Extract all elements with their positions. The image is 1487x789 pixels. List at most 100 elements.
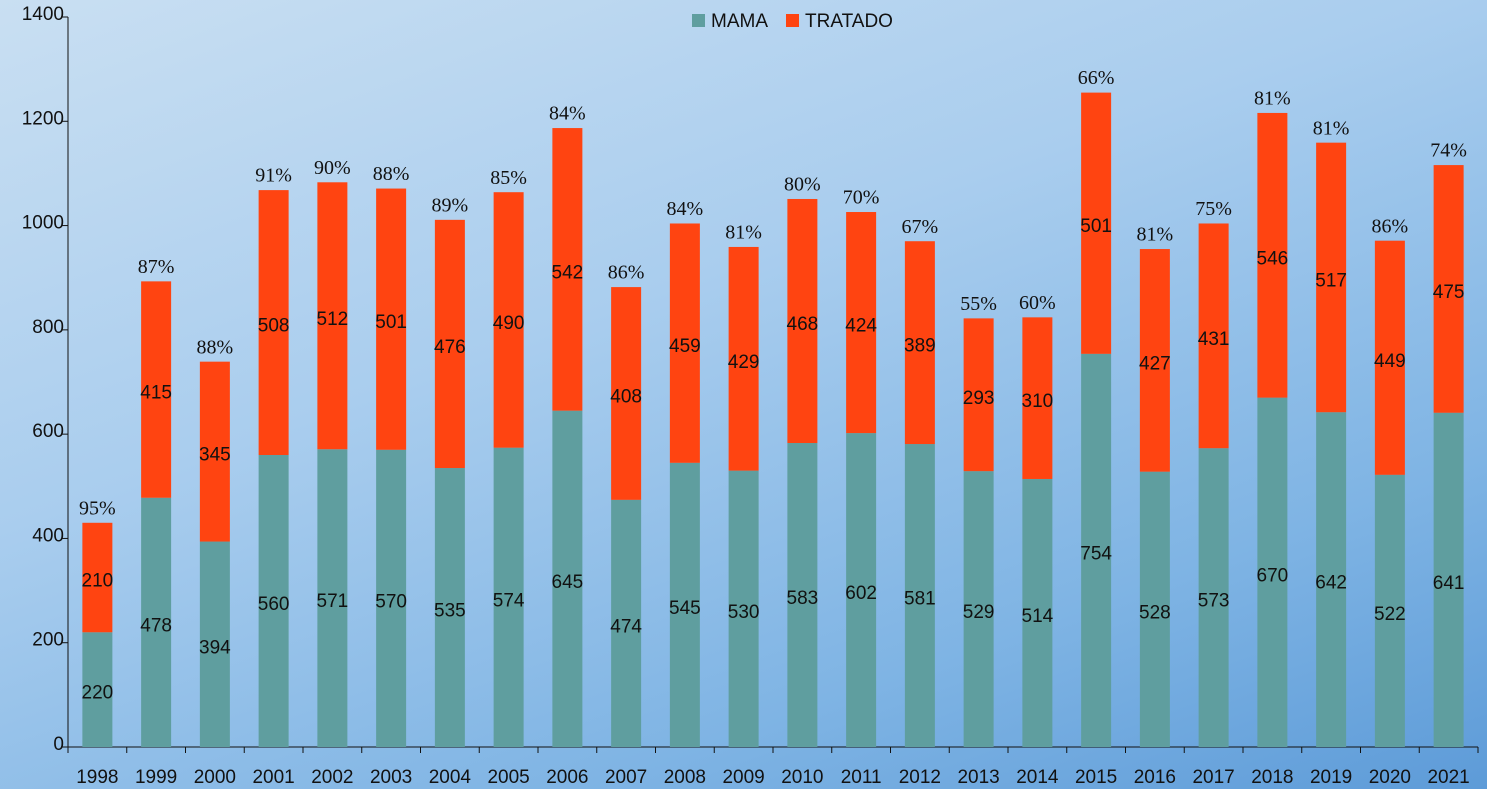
x-tick-label: 1999	[135, 767, 177, 788]
x-tick-label: 2011	[841, 767, 882, 788]
annotation: 88%	[373, 163, 410, 185]
value-label: 474	[610, 616, 642, 637]
x-tick-label: 2001	[252, 767, 294, 788]
value-label: 424	[845, 316, 877, 337]
value-label: 529	[963, 602, 995, 623]
value-label: 415	[140, 383, 172, 404]
value-label: 514	[1022, 606, 1054, 627]
value-label: 571	[317, 591, 349, 612]
value-label: 517	[1315, 270, 1347, 291]
value-label: 754	[1080, 543, 1112, 564]
legend-swatch	[786, 14, 799, 27]
value-label: 501	[375, 312, 407, 333]
value-label: 394	[199, 637, 231, 658]
x-tick-label: 2013	[957, 767, 999, 788]
value-label: 449	[1374, 351, 1406, 372]
value-label: 389	[904, 336, 936, 357]
annotation: 81%	[1254, 88, 1291, 110]
legend-swatch	[692, 14, 705, 27]
annotation: 88%	[197, 336, 234, 358]
y-tick-label: 1000	[22, 213, 64, 234]
x-tick-label: 2020	[1369, 767, 1411, 788]
y-tick-label: 400	[32, 525, 64, 546]
x-tick-label: 2017	[1192, 767, 1234, 788]
chart: 020040060080010001200140022021095%199847…	[0, 0, 1487, 789]
value-label: 408	[610, 386, 642, 407]
annotation: 55%	[960, 293, 997, 315]
value-label: 429	[728, 352, 760, 373]
y-tick-label: 200	[32, 630, 64, 651]
annotation: 86%	[1372, 215, 1409, 237]
value-label: 512	[317, 309, 349, 330]
x-tick-label: 2003	[370, 767, 412, 788]
y-tick-label: 1200	[22, 108, 64, 129]
x-tick-label: 2005	[487, 767, 529, 788]
x-tick-label: 2014	[1016, 767, 1059, 788]
x-tick-label: 2008	[664, 767, 706, 788]
value-label: 220	[82, 683, 114, 704]
y-tick-label: 1400	[22, 4, 64, 25]
value-label: 570	[375, 591, 407, 612]
x-tick-label: 2010	[781, 767, 823, 788]
annotation: 74%	[1430, 140, 1467, 162]
value-label: 210	[82, 571, 114, 592]
x-tick-label: 2007	[605, 767, 647, 788]
value-label: 530	[728, 602, 760, 623]
value-label: 478	[140, 615, 172, 636]
annotation: 81%	[1137, 224, 1174, 246]
annotation: 86%	[608, 262, 645, 284]
value-label: 427	[1139, 353, 1171, 374]
value-label: 545	[669, 598, 701, 619]
value-label: 583	[787, 588, 819, 609]
value-label: 542	[552, 262, 584, 283]
annotation: 60%	[1019, 292, 1056, 314]
annotation: 66%	[1078, 67, 1115, 89]
annotation: 84%	[549, 103, 586, 125]
value-label: 602	[845, 583, 877, 604]
x-tick-label: 2009	[722, 767, 764, 788]
x-tick-label: 2002	[311, 767, 353, 788]
value-label: 560	[258, 594, 290, 615]
x-tick-label: 2016	[1134, 767, 1176, 788]
annotation: 81%	[725, 222, 762, 244]
value-label: 642	[1315, 573, 1347, 594]
value-label: 528	[1139, 602, 1171, 623]
legend-label: TRATADO	[805, 11, 893, 32]
x-tick-label: 2012	[899, 767, 941, 788]
x-tick-label: 1998	[76, 767, 118, 788]
annotation: 81%	[1313, 117, 1350, 139]
value-label: 574	[493, 590, 525, 611]
x-tick-label: 2004	[429, 767, 472, 788]
value-label: 476	[434, 337, 466, 358]
y-tick-label: 600	[32, 421, 64, 442]
value-label: 501	[1080, 216, 1112, 237]
value-label: 431	[1198, 329, 1230, 350]
value-label: 475	[1433, 282, 1465, 303]
value-label: 293	[963, 388, 995, 409]
legend-label: MAMA	[711, 11, 768, 32]
value-label: 508	[258, 316, 290, 337]
annotation: 90%	[314, 157, 351, 179]
annotation: 75%	[1195, 198, 1232, 220]
x-tick-label: 2018	[1251, 767, 1293, 788]
annotation: 85%	[490, 167, 527, 189]
value-label: 490	[493, 313, 525, 334]
x-tick-label: 2019	[1310, 767, 1352, 788]
annotation: 91%	[255, 165, 292, 187]
x-tick-label: 2015	[1075, 767, 1117, 788]
annotation: 80%	[784, 174, 821, 196]
x-tick-label: 2006	[546, 767, 588, 788]
value-label: 459	[669, 336, 701, 357]
value-label: 670	[1257, 565, 1289, 586]
value-label: 546	[1257, 248, 1289, 269]
annotation: 84%	[667, 198, 704, 220]
annotation: 67%	[902, 216, 939, 238]
x-tick-label: 2000	[194, 767, 236, 788]
y-tick-label: 0	[53, 734, 64, 755]
value-label: 468	[787, 314, 819, 335]
value-label: 641	[1433, 573, 1465, 594]
value-label: 345	[199, 445, 231, 466]
value-label: 573	[1198, 591, 1230, 612]
value-label: 581	[904, 589, 936, 610]
value-label: 535	[434, 601, 466, 622]
